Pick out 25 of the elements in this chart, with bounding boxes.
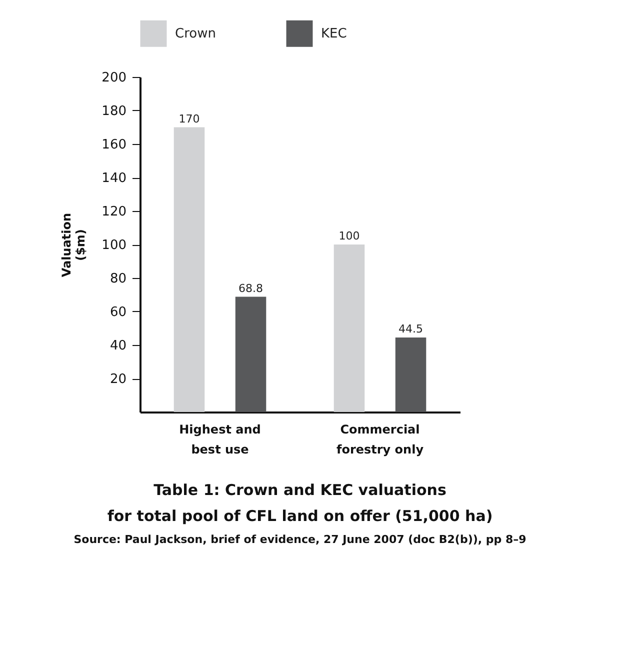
bar xyxy=(235,296,266,412)
data-label: 68.8 xyxy=(238,282,264,295)
y-tick-label: 200 xyxy=(102,70,126,86)
bar xyxy=(395,337,426,412)
data-label: 100 xyxy=(338,230,360,242)
y-tick-label: 80 xyxy=(110,272,126,286)
data-label: 44.5 xyxy=(398,322,424,336)
y-tick-label: 40 xyxy=(110,338,126,354)
y-tick-label: 60 xyxy=(110,305,126,320)
y-tick-label: 160 xyxy=(102,138,126,152)
text: Table 1: Crown and KEC valuations for total pool of CFL land on offer (51,000 ha) xyxy=(107,481,493,525)
y-axis-title: Valuation ($m) xyxy=(60,212,88,278)
bar xyxy=(334,244,365,412)
y-tick-label: 140 xyxy=(102,171,126,186)
x-tick-label: Highest and best use xyxy=(179,422,261,456)
source-note: Source: Paul Jackson, brief of evidence, 27 June 2007 (doc B2(b)), pp 8–9 xyxy=(74,533,526,546)
data-label: 170 xyxy=(178,112,200,126)
x-tick-label: Commercial forestry only xyxy=(336,422,424,456)
y-tick-label: 100 xyxy=(102,238,126,253)
y-tick-label: 180 xyxy=(102,104,126,119)
legend-label: Crown xyxy=(175,26,216,42)
bar xyxy=(174,127,205,412)
y-tick-label: 120 xyxy=(102,204,126,220)
y-tick-label: 20 xyxy=(110,372,126,387)
legend-label: KEC xyxy=(321,26,347,42)
